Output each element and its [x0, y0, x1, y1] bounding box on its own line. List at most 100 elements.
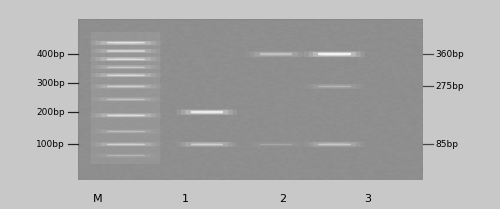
FancyBboxPatch shape — [266, 143, 285, 145]
Bar — [107, 86, 145, 87]
FancyBboxPatch shape — [191, 111, 222, 114]
FancyBboxPatch shape — [319, 143, 350, 146]
Text: 100bp: 100bp — [36, 140, 65, 149]
FancyBboxPatch shape — [108, 42, 144, 44]
Bar — [190, 144, 223, 145]
FancyBboxPatch shape — [191, 143, 222, 146]
FancyBboxPatch shape — [186, 110, 228, 114]
FancyBboxPatch shape — [108, 143, 144, 146]
FancyBboxPatch shape — [96, 41, 156, 45]
FancyBboxPatch shape — [90, 41, 162, 45]
FancyBboxPatch shape — [114, 50, 137, 52]
Bar — [107, 50, 145, 52]
FancyBboxPatch shape — [324, 143, 344, 145]
FancyBboxPatch shape — [114, 85, 137, 87]
Bar — [107, 131, 145, 132]
FancyBboxPatch shape — [108, 74, 144, 76]
FancyBboxPatch shape — [114, 58, 137, 60]
FancyBboxPatch shape — [96, 65, 156, 69]
FancyBboxPatch shape — [96, 97, 156, 101]
FancyBboxPatch shape — [308, 142, 360, 147]
FancyBboxPatch shape — [250, 52, 302, 57]
FancyBboxPatch shape — [100, 49, 151, 53]
FancyBboxPatch shape — [313, 52, 356, 56]
Bar — [107, 155, 145, 156]
FancyBboxPatch shape — [108, 154, 144, 157]
FancyBboxPatch shape — [324, 85, 344, 88]
Bar — [92, 32, 160, 164]
FancyBboxPatch shape — [108, 50, 144, 52]
FancyBboxPatch shape — [246, 142, 306, 147]
FancyBboxPatch shape — [108, 66, 144, 69]
FancyBboxPatch shape — [96, 129, 156, 134]
FancyBboxPatch shape — [96, 142, 156, 146]
Text: 300bp: 300bp — [36, 79, 65, 88]
FancyBboxPatch shape — [96, 49, 156, 53]
FancyBboxPatch shape — [260, 143, 292, 146]
FancyBboxPatch shape — [100, 114, 151, 117]
FancyBboxPatch shape — [304, 84, 365, 89]
FancyBboxPatch shape — [114, 66, 137, 68]
FancyBboxPatch shape — [90, 84, 162, 89]
Bar — [107, 144, 145, 145]
FancyBboxPatch shape — [319, 85, 350, 88]
FancyBboxPatch shape — [90, 57, 162, 61]
FancyBboxPatch shape — [90, 73, 162, 77]
FancyBboxPatch shape — [96, 57, 156, 61]
FancyBboxPatch shape — [304, 142, 365, 147]
FancyBboxPatch shape — [181, 142, 233, 147]
FancyBboxPatch shape — [197, 111, 216, 113]
FancyBboxPatch shape — [100, 154, 151, 157]
FancyBboxPatch shape — [114, 130, 137, 133]
Bar — [107, 99, 145, 100]
Bar — [190, 111, 223, 113]
FancyBboxPatch shape — [266, 53, 285, 55]
FancyBboxPatch shape — [304, 51, 365, 57]
FancyBboxPatch shape — [90, 129, 162, 134]
FancyBboxPatch shape — [319, 52, 350, 56]
FancyBboxPatch shape — [176, 142, 237, 147]
FancyBboxPatch shape — [114, 114, 137, 116]
Bar — [318, 86, 350, 87]
FancyBboxPatch shape — [197, 143, 216, 145]
FancyBboxPatch shape — [254, 142, 298, 146]
FancyBboxPatch shape — [254, 52, 298, 56]
Text: 2: 2 — [279, 194, 286, 204]
FancyBboxPatch shape — [114, 42, 137, 44]
FancyBboxPatch shape — [100, 57, 151, 61]
FancyBboxPatch shape — [108, 58, 144, 60]
FancyBboxPatch shape — [90, 49, 162, 53]
FancyBboxPatch shape — [100, 98, 151, 101]
Bar — [107, 66, 145, 68]
Text: 3: 3 — [364, 194, 371, 204]
FancyBboxPatch shape — [324, 53, 344, 55]
FancyBboxPatch shape — [114, 155, 137, 157]
FancyBboxPatch shape — [100, 41, 151, 45]
FancyBboxPatch shape — [308, 52, 360, 57]
FancyBboxPatch shape — [90, 153, 162, 158]
FancyBboxPatch shape — [186, 142, 228, 146]
FancyBboxPatch shape — [100, 130, 151, 133]
Text: 360bp: 360bp — [435, 50, 464, 59]
Bar — [260, 144, 292, 145]
Bar — [107, 42, 145, 43]
FancyBboxPatch shape — [181, 110, 233, 115]
FancyBboxPatch shape — [108, 114, 144, 117]
FancyBboxPatch shape — [100, 65, 151, 69]
FancyBboxPatch shape — [114, 143, 137, 145]
Bar — [260, 54, 292, 55]
Bar — [318, 54, 350, 55]
Bar — [107, 115, 145, 116]
FancyBboxPatch shape — [114, 74, 137, 76]
FancyBboxPatch shape — [90, 97, 162, 102]
FancyBboxPatch shape — [114, 98, 137, 100]
FancyBboxPatch shape — [108, 98, 144, 101]
FancyBboxPatch shape — [90, 142, 162, 147]
Text: 85bp: 85bp — [435, 140, 458, 149]
Text: 400bp: 400bp — [36, 50, 65, 59]
Text: 275bp: 275bp — [435, 82, 464, 91]
FancyBboxPatch shape — [96, 154, 156, 158]
Bar — [107, 75, 145, 76]
Text: 1: 1 — [182, 194, 188, 204]
FancyBboxPatch shape — [90, 113, 162, 118]
